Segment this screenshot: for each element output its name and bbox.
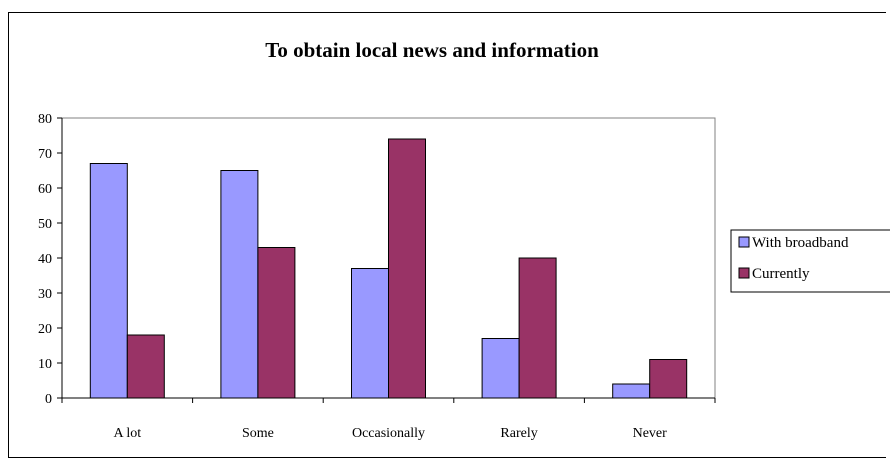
y-tick-label: 30 bbox=[38, 287, 52, 302]
legend-swatch-with-broadband bbox=[738, 236, 750, 248]
y-tick-label: 50 bbox=[38, 217, 52, 232]
legend-box bbox=[730, 229, 890, 293]
y-tick-label: 70 bbox=[38, 147, 52, 162]
bar-with-broadband-never bbox=[612, 383, 651, 399]
bar-with-broadband-rarely bbox=[481, 338, 520, 399]
x-tick-label-occasionally: Occasionally bbox=[352, 426, 425, 441]
y-tick-label: 40 bbox=[38, 252, 52, 267]
bar-currently-never bbox=[649, 359, 688, 399]
y-tick-label: 80 bbox=[38, 112, 52, 127]
y-tick-label: 0 bbox=[45, 392, 52, 407]
legend-label-with-broadband: With broadband bbox=[752, 235, 849, 251]
axes-group: 0 10 20 30 40 50 60 70 80 A lot Some Occasionally Ra… bbox=[38, 112, 716, 441]
x-tick-label-a-lot: A lot bbox=[113, 426, 141, 441]
bar-currently-a-lot bbox=[126, 334, 165, 399]
bar-with-broadband-a-lot bbox=[89, 163, 128, 399]
y-tick-label: 10 bbox=[38, 357, 52, 372]
y-tick-label: 60 bbox=[38, 182, 52, 197]
bar-with-broadband-some bbox=[220, 170, 259, 399]
y-tick-label: 20 bbox=[38, 322, 52, 337]
chart-title: To obtain local news and information bbox=[265, 38, 599, 62]
bar-with-broadband-occasionally bbox=[351, 268, 389, 399]
legend-swatch-currently bbox=[738, 267, 750, 279]
x-tick-label-rarely: Rarely bbox=[500, 426, 537, 441]
bar-currently-rarely bbox=[518, 257, 557, 399]
bar-currently-occasionally bbox=[388, 138, 426, 399]
legend-label-currently: Currently bbox=[752, 266, 810, 282]
x-tick-label-never: Never bbox=[633, 426, 668, 441]
legend: With broadband Currently bbox=[730, 229, 890, 293]
bar-currently-some bbox=[257, 247, 296, 399]
x-tick-label-some: Some bbox=[242, 426, 274, 441]
